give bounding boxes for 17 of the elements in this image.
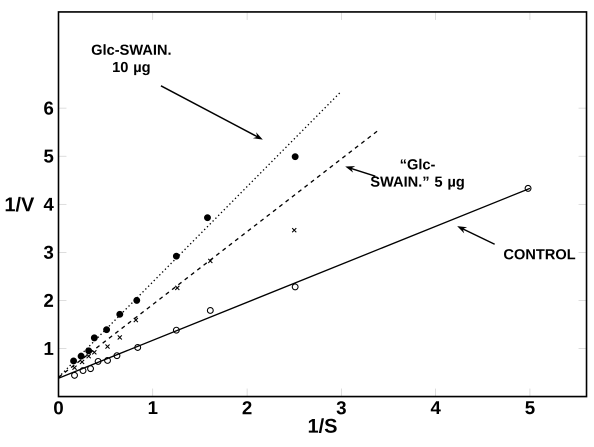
x-tick-label: 5 (525, 401, 535, 414)
x-tick-label: 4 (430, 401, 441, 414)
y-tick-label: 3 (44, 246, 54, 259)
x-tick-label: 1 (148, 401, 158, 414)
annotation: Glc-SWAIN. 10 µg (92, 44, 171, 75)
y-tick-label: 4 (44, 198, 54, 210)
y-tick-label: 1 (44, 342, 54, 355)
x-tick-label: 2 (242, 401, 252, 414)
annotation: CONTROL (504, 248, 576, 260)
x-tick-label: 3 (336, 401, 346, 414)
y-tick-label: 5 (44, 150, 54, 163)
annotation: “Glc-SWAIN.” 5 µg (370, 158, 464, 190)
x-axis-title: 1/S (308, 418, 337, 433)
y-axis-title: 1/V (6, 196, 34, 212)
y-tick-label: 2 (44, 294, 54, 307)
y-tick-label: 6 (44, 101, 54, 115)
x-tick-label: 0 (54, 401, 63, 414)
